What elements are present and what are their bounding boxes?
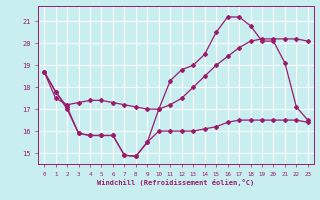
X-axis label: Windchill (Refroidissement éolien,°C): Windchill (Refroidissement éolien,°C) [97,179,255,186]
